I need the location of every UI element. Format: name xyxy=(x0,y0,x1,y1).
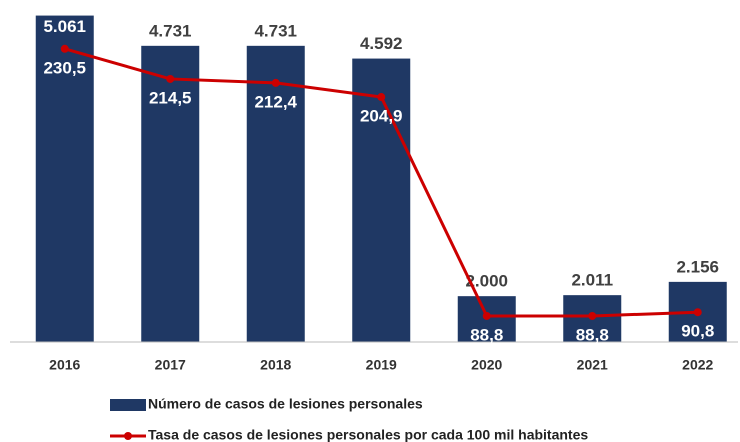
x-tick-label: 2022 xyxy=(682,357,713,373)
bar-value-label: 2.000 xyxy=(465,272,508,291)
line-marker xyxy=(482,311,491,320)
bar xyxy=(352,58,411,343)
x-tick-label: 2018 xyxy=(260,357,291,373)
bar xyxy=(35,15,94,342)
line-value-label: 212,4 xyxy=(254,92,297,111)
bar-value-label: 4.731 xyxy=(149,21,192,40)
legend-item: Número de casos de lesiones personales xyxy=(110,396,423,412)
x-tick-label: 2021 xyxy=(577,357,608,373)
line-value-label: 88,8 xyxy=(470,325,503,344)
x-tick-label: 2016 xyxy=(49,357,80,373)
x-tick-label: 2017 xyxy=(155,357,186,373)
bar xyxy=(141,45,200,342)
line-marker xyxy=(60,44,69,53)
legend-item: Tasa de casos de lesiones personales por… xyxy=(110,427,588,442)
legend-label: Número de casos de lesiones personales xyxy=(148,396,423,412)
line-value-label: 88,8 xyxy=(576,325,609,344)
legend-swatch xyxy=(110,399,146,411)
line-value-label: 90,8 xyxy=(681,322,714,341)
legend-label: Tasa de casos de lesiones personales por… xyxy=(148,427,588,442)
line-value-label: 230,5 xyxy=(43,58,86,77)
bar-value-label: 2.011 xyxy=(571,271,613,290)
line-marker xyxy=(693,308,702,317)
line-marker xyxy=(588,311,597,320)
line-marker xyxy=(166,74,175,83)
line-marker xyxy=(271,78,280,87)
bar xyxy=(246,45,305,342)
bar-value-label: 2.156 xyxy=(676,257,719,276)
bar-value-label: 4.731 xyxy=(254,21,297,40)
x-tick-label: 2020 xyxy=(471,357,502,373)
x-tick-label: 2019 xyxy=(366,357,397,373)
line-value-label: 204,9 xyxy=(360,107,403,126)
bar-value-label: 4.592 xyxy=(360,34,403,53)
legend-marker xyxy=(124,432,132,440)
line-value-label: 214,5 xyxy=(149,88,192,107)
line-marker xyxy=(377,93,386,102)
bar-value-label: 5.061 xyxy=(43,17,86,36)
